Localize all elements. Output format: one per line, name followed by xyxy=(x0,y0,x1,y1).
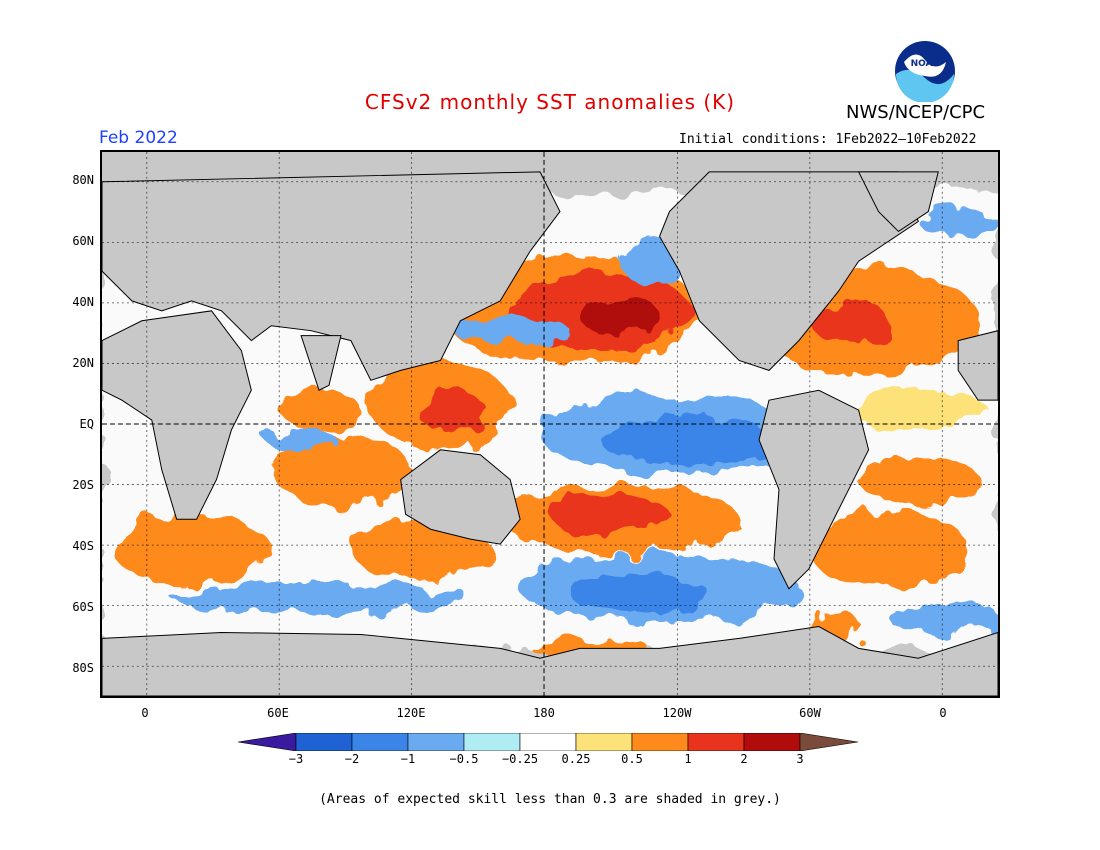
forecast-month: Feb 2022 xyxy=(99,128,178,148)
lon-label: 120E xyxy=(396,706,426,720)
colorbar-tick-label: 0.25 xyxy=(561,752,591,766)
lat-label: 40N xyxy=(72,295,94,309)
colorbar-tick-label: 0.5 xyxy=(621,752,643,766)
lon-label: 0 xyxy=(939,706,947,720)
initial-conditions: Initial conditions: 1Feb2022–10Feb2022 xyxy=(679,132,977,147)
colorbar-segment xyxy=(351,733,409,751)
colorbar-segment xyxy=(295,733,353,751)
lon-label: 60E xyxy=(267,706,289,720)
lat-label: 60N xyxy=(72,234,94,248)
lat-label: 60S xyxy=(72,600,94,614)
colorbar-segment xyxy=(799,733,859,751)
lat-label: 20S xyxy=(72,478,94,492)
colorbar-tick-label: 2 xyxy=(740,752,748,766)
equator-dateline xyxy=(102,152,998,696)
lon-label: 60W xyxy=(799,706,821,720)
lon-label: 120W xyxy=(662,706,692,720)
colorbar-segment xyxy=(631,733,689,751)
colorbar-tick-label: −2 xyxy=(344,752,360,766)
colorbar-segment xyxy=(743,733,801,751)
colorbar xyxy=(238,733,859,751)
colorbar-segment xyxy=(407,733,465,751)
colorbar-tick-label: −0.5 xyxy=(449,752,479,766)
lat-label: 80S xyxy=(72,661,94,675)
lon-label: 180 xyxy=(533,706,555,720)
footnote: (Areas of expected skill less than 0.3 a… xyxy=(319,792,781,807)
agency-label: NWS/NCEP/CPC xyxy=(846,102,986,123)
sst-anomaly-map xyxy=(100,150,1000,698)
colorbar-tick-label: 3 xyxy=(796,752,804,766)
colorbar-tick-label: −3 xyxy=(288,752,304,766)
colorbar-segment xyxy=(519,733,577,751)
lat-label: 40S xyxy=(72,539,94,553)
colorbar-tick-label: −0.25 xyxy=(501,752,539,766)
colorbar-segment xyxy=(463,733,521,751)
lat-label: EQ xyxy=(79,417,94,431)
continent-outlines xyxy=(102,171,998,696)
colorbar-segment xyxy=(575,733,633,751)
colorbar-segment xyxy=(238,733,297,751)
colorbar-segment xyxy=(687,733,745,751)
map-title: CFSv2 monthly SST anomalies (K) xyxy=(364,90,736,114)
svg-text:NOAA: NOAA xyxy=(911,59,940,69)
colorbar-tick-label: 1 xyxy=(684,752,692,766)
graticule xyxy=(102,152,998,696)
colorbar-tick-label: −1 xyxy=(400,752,416,766)
noaa-logo: NOAA xyxy=(895,41,955,102)
lat-label: 20N xyxy=(72,356,94,370)
lat-label: 80N xyxy=(72,173,94,187)
lon-label: 0 xyxy=(141,706,149,720)
